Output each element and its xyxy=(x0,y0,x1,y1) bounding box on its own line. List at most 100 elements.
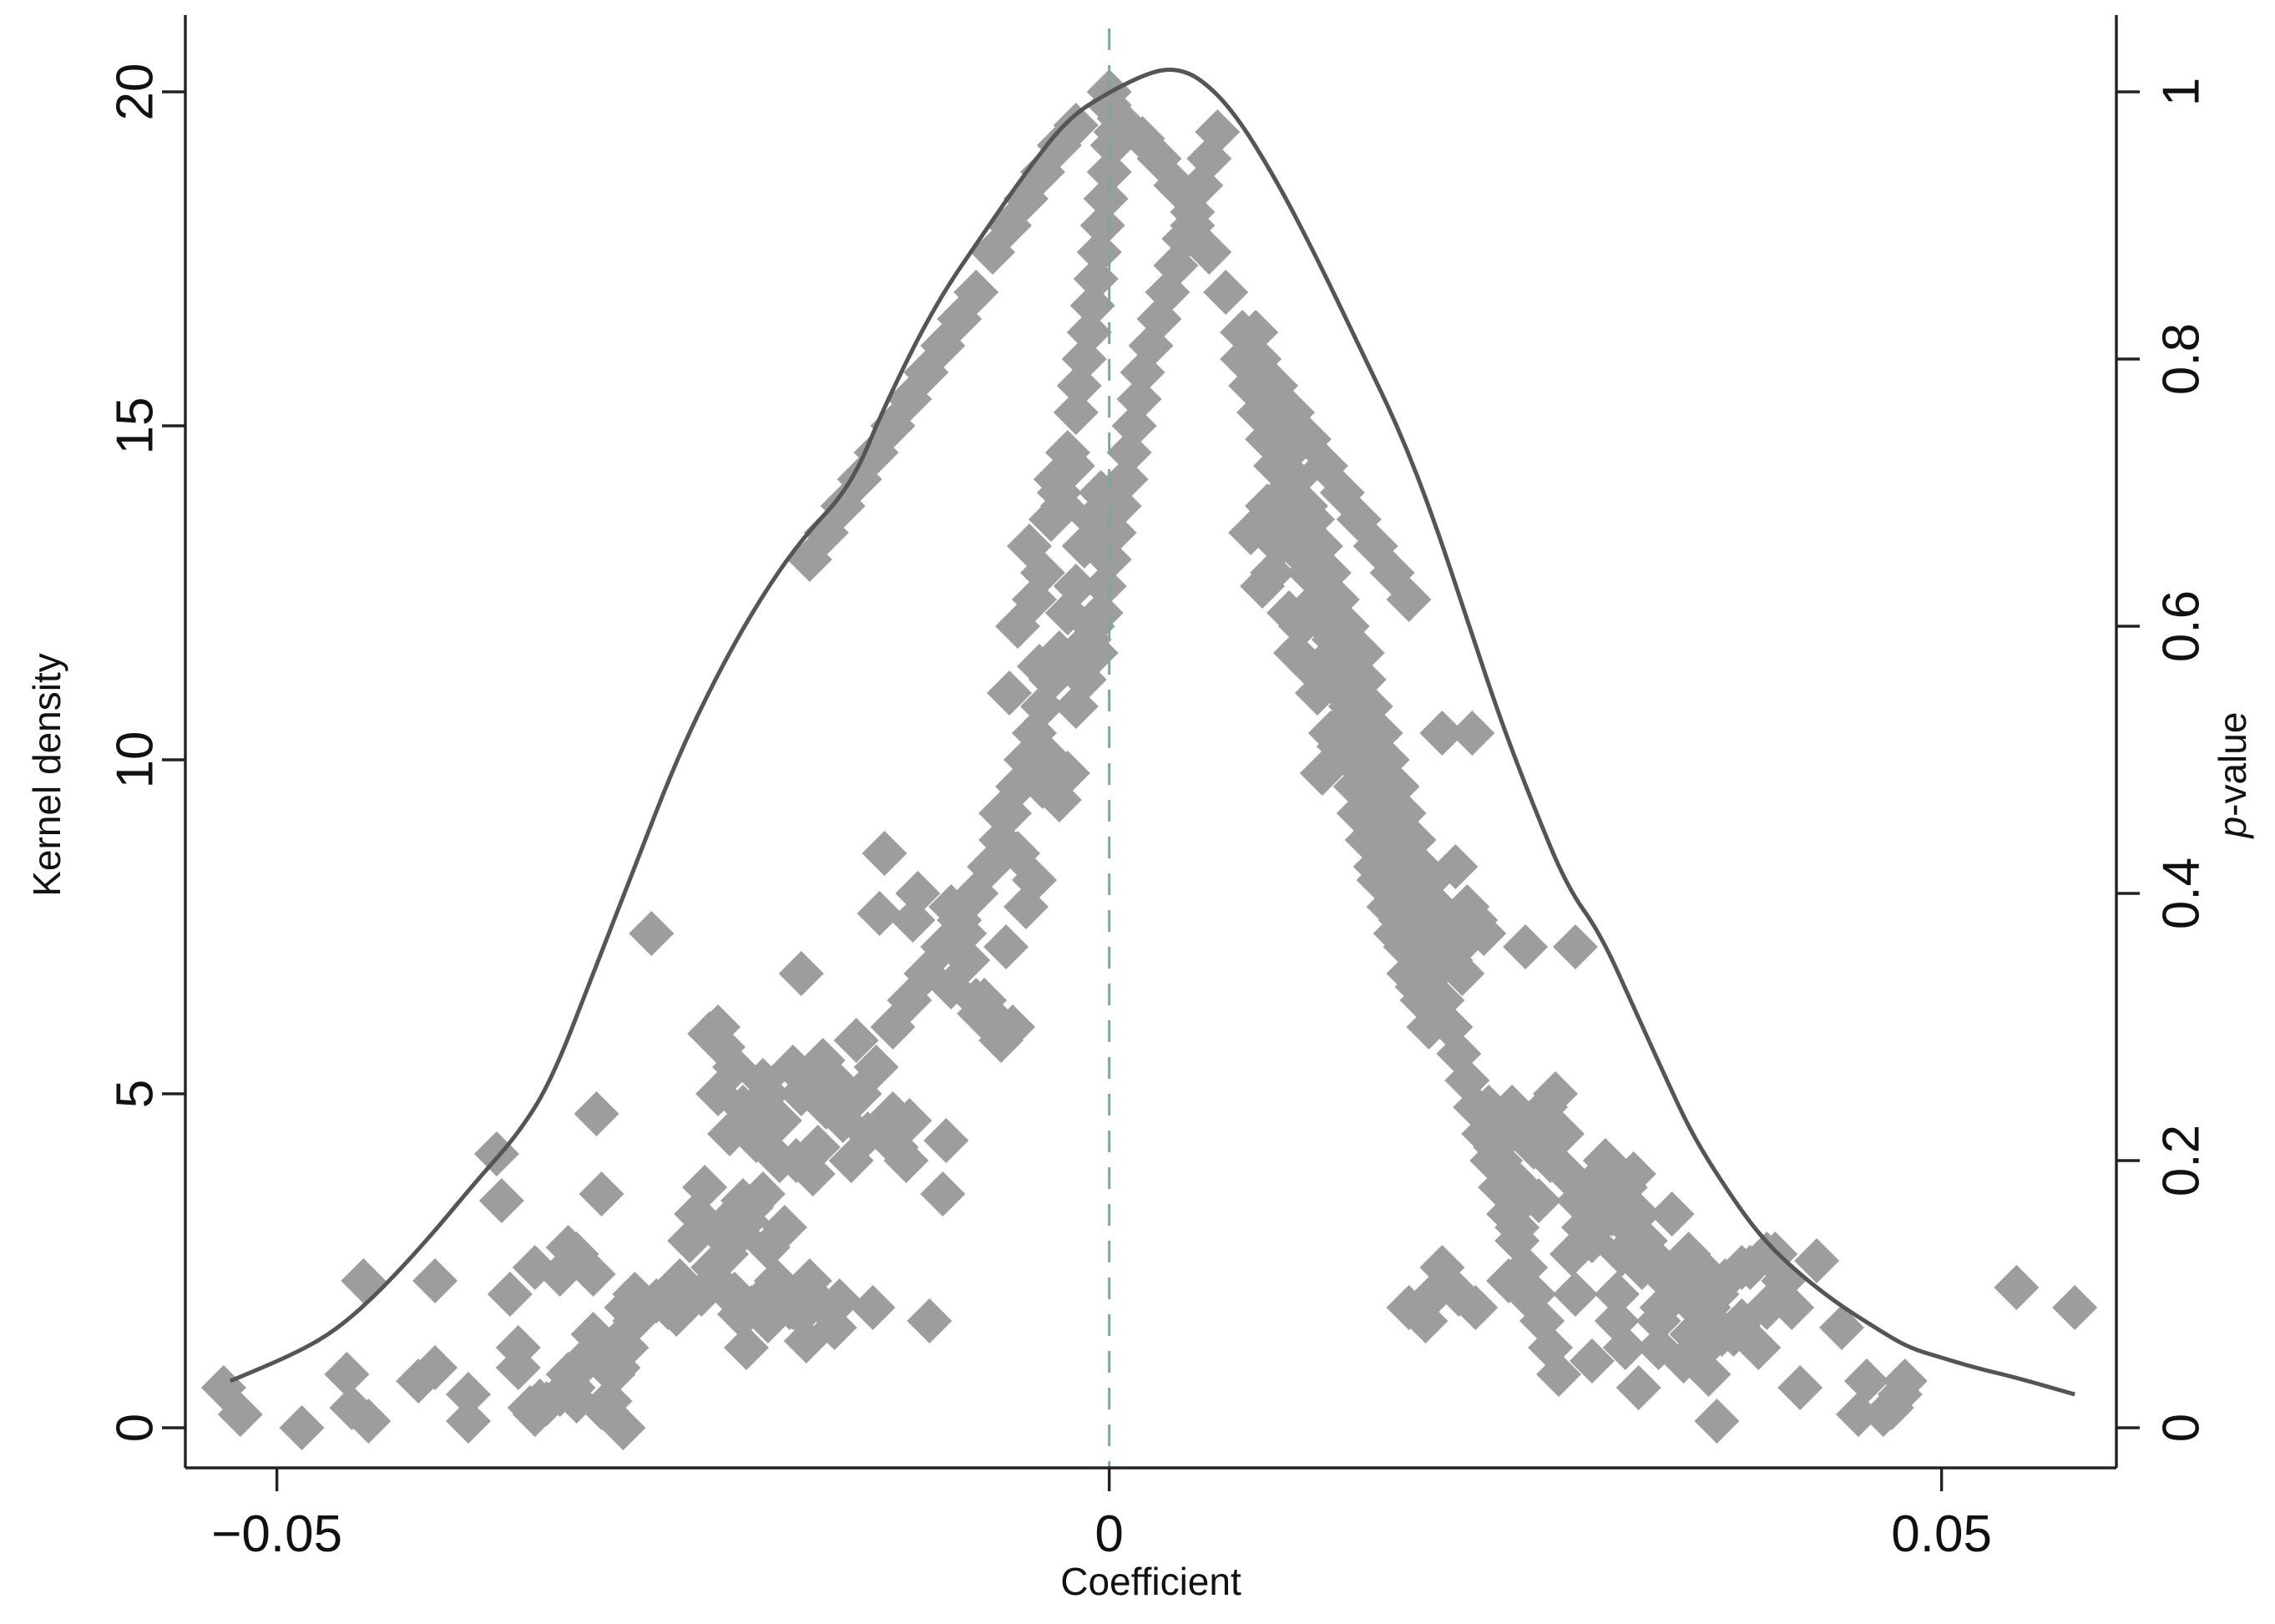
left-tick-label: 20 xyxy=(107,63,164,121)
scatter-point xyxy=(412,1345,458,1390)
scatter-point xyxy=(853,1045,899,1090)
scatter-point xyxy=(883,1138,929,1183)
left-tick-label: 10 xyxy=(107,731,164,789)
scatter-point xyxy=(217,1392,263,1437)
right-tick-label: 0.6 xyxy=(2153,590,2211,662)
axes xyxy=(184,15,2118,1470)
scatter-point xyxy=(1186,230,1232,275)
left-tick-label: 5 xyxy=(107,1080,164,1108)
bottom-axis-ticks: −0.05 0 0.05 xyxy=(211,1468,1992,1563)
scatter-point xyxy=(857,891,902,936)
scatter-point xyxy=(1777,1365,1823,1410)
scatter-point xyxy=(1649,1191,1695,1237)
scatter-point xyxy=(1569,1338,1615,1384)
scatter-point xyxy=(923,1118,969,1163)
y-axis-right-label: p-value xyxy=(2211,712,2254,840)
scatter-point xyxy=(887,1098,933,1143)
scatter-point xyxy=(1818,1305,1864,1350)
scatter-point xyxy=(1036,630,1082,675)
scatter-point xyxy=(346,1399,392,1444)
right-tick-label: 0.4 xyxy=(2153,858,2211,929)
scatter-point xyxy=(862,831,907,876)
scatter-point xyxy=(1533,1071,1579,1116)
scatter-point xyxy=(850,1285,896,1330)
scatter-point xyxy=(1594,1272,1640,1317)
scatter-point xyxy=(2052,1285,2098,1330)
scatter-point xyxy=(1053,564,1099,609)
scatter-point xyxy=(570,1252,616,1297)
scatter-point xyxy=(990,1004,1036,1050)
scatter-point xyxy=(445,1372,491,1417)
scatter-point xyxy=(341,1258,387,1303)
scatter-point xyxy=(1153,163,1199,208)
scatter-point xyxy=(1461,911,1507,956)
y-axis-right-label-rest: -value xyxy=(2211,712,2254,817)
right-axis-ticks: 0 0.2 0.4 0.6 0.8 1 xyxy=(2116,78,2211,1442)
scatter-point xyxy=(1882,1358,1928,1404)
scatter-point xyxy=(1994,1265,2040,1310)
scatter-point xyxy=(595,1318,641,1363)
scatter-points xyxy=(200,69,2098,1450)
scatter-point xyxy=(1078,590,1124,635)
scatter-point xyxy=(1615,1365,1661,1410)
bottom-tick-label: −0.05 xyxy=(211,1505,342,1563)
scatter-point xyxy=(1694,1399,1740,1444)
scatter-point xyxy=(574,1091,619,1136)
scatter-point xyxy=(920,1171,966,1217)
scatter-point xyxy=(1519,1298,1565,1343)
right-tick-label: 1 xyxy=(2153,78,2211,106)
scatter-point xyxy=(1552,924,1598,969)
scatter-point xyxy=(740,1171,786,1217)
scatter-point xyxy=(1794,1238,1840,1283)
scatter-point xyxy=(1066,310,1112,355)
scatter-point xyxy=(1053,390,1099,435)
y-axis-left-label: Kernel density xyxy=(25,653,68,897)
scatter-point xyxy=(1449,711,1495,756)
scatter-point xyxy=(1686,1352,1732,1397)
scatter-point xyxy=(1069,283,1115,328)
scatter-point xyxy=(1406,1004,1452,1050)
scatter-point xyxy=(629,911,675,956)
scatter-point xyxy=(1079,203,1125,248)
scatter-point xyxy=(907,1298,953,1343)
left-axis-ticks: 0 5 10 15 20 xyxy=(107,63,185,1442)
left-tick-label: 0 xyxy=(107,1414,164,1442)
scatter-point xyxy=(1419,711,1465,756)
right-tick-label: 0.8 xyxy=(2153,323,2211,395)
scatter-point xyxy=(1843,1358,1889,1404)
scatter-point xyxy=(1610,1151,1656,1196)
scatter-point xyxy=(1552,1272,1598,1317)
scatter-point xyxy=(579,1171,624,1217)
scatter-point xyxy=(756,1098,802,1143)
y-axis-right-label-italic: p xyxy=(2211,817,2254,840)
left-tick-label: 15 xyxy=(107,397,164,455)
scatter-point xyxy=(412,1258,458,1303)
scatter-point xyxy=(970,230,1016,275)
scatter-point xyxy=(723,1325,769,1370)
scatter-point xyxy=(495,1345,541,1390)
scatter-point xyxy=(895,871,941,916)
scatter-point xyxy=(600,1405,646,1450)
scatter-point xyxy=(1083,176,1129,221)
bottom-tick-label: 0 xyxy=(1095,1505,1123,1563)
scatter-point xyxy=(1073,630,1119,675)
scatter-point xyxy=(1835,1392,1881,1437)
scatter-point xyxy=(1011,858,1057,903)
scatter-point xyxy=(1019,550,1065,595)
scatter-point xyxy=(1228,510,1274,555)
scatter-point xyxy=(478,1178,524,1223)
scatter-point xyxy=(778,951,824,996)
scatter-point xyxy=(1453,1285,1499,1330)
scatter-point xyxy=(1203,270,1249,315)
scatter-point xyxy=(697,1212,743,1257)
scatter-point xyxy=(811,1305,857,1350)
scatter-point xyxy=(1536,1352,1582,1397)
scatter-point xyxy=(657,1258,703,1303)
scatter-point xyxy=(1116,377,1162,422)
scatter-point xyxy=(983,924,1029,969)
scatter-point xyxy=(987,670,1033,716)
scatter-point xyxy=(795,1125,841,1170)
scatter-point xyxy=(1195,109,1241,154)
scatter-point xyxy=(1711,1312,1757,1357)
